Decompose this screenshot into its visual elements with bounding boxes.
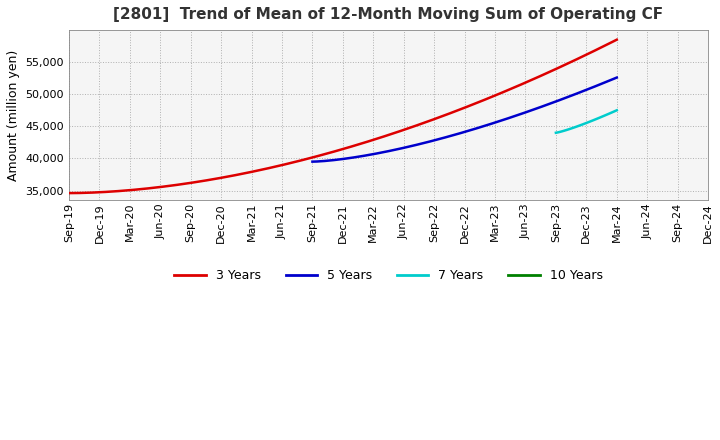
Legend: 3 Years, 5 Years, 7 Years, 10 Years: 3 Years, 5 Years, 7 Years, 10 Years [169,264,608,287]
Y-axis label: Amount (million yen): Amount (million yen) [7,49,20,181]
Title: [2801]  Trend of Mean of 12-Month Moving Sum of Operating CF: [2801] Trend of Mean of 12-Month Moving … [114,7,664,22]
